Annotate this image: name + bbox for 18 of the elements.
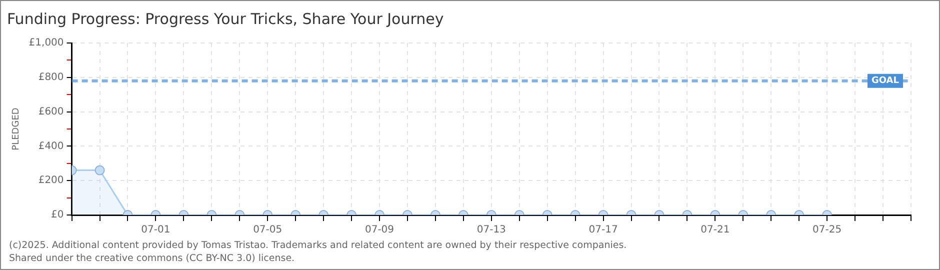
x-tick-label: 07-13 [476, 224, 506, 236]
ref-line-label: GOAL [872, 76, 900, 86]
chart-title: Funding Progress: Progress Your Tricks, Share Your Journey [7, 10, 444, 28]
y-tick-label: £1,000 [28, 38, 64, 49]
y-tick-label: £400 [38, 140, 64, 152]
x-tick-label: 07-09 [364, 224, 394, 236]
y-tick-label: £0 [51, 210, 64, 221]
text: (c)2025. Additional content provided by Tomas Tristao. Trademarks and related content are owned by their respective companies. [9, 240, 627, 251]
x-tick-label: 07-25 [812, 224, 842, 236]
x-tick-label: 07-01 [141, 224, 170, 236]
y-tick-label: £200 [38, 175, 64, 186]
y-tick-label: £800 [38, 72, 64, 83]
x-tick-label: 07-17 [588, 224, 618, 236]
x-tick-label: 07-05 [253, 224, 282, 236]
y-axis-title: PLEDGED [12, 108, 22, 150]
y-tick-label: £600 [38, 106, 64, 118]
text: Shared under the creative commons (CC BY-NC 3.0) license. [9, 253, 295, 264]
x-tick-label: 07-21 [700, 224, 730, 236]
